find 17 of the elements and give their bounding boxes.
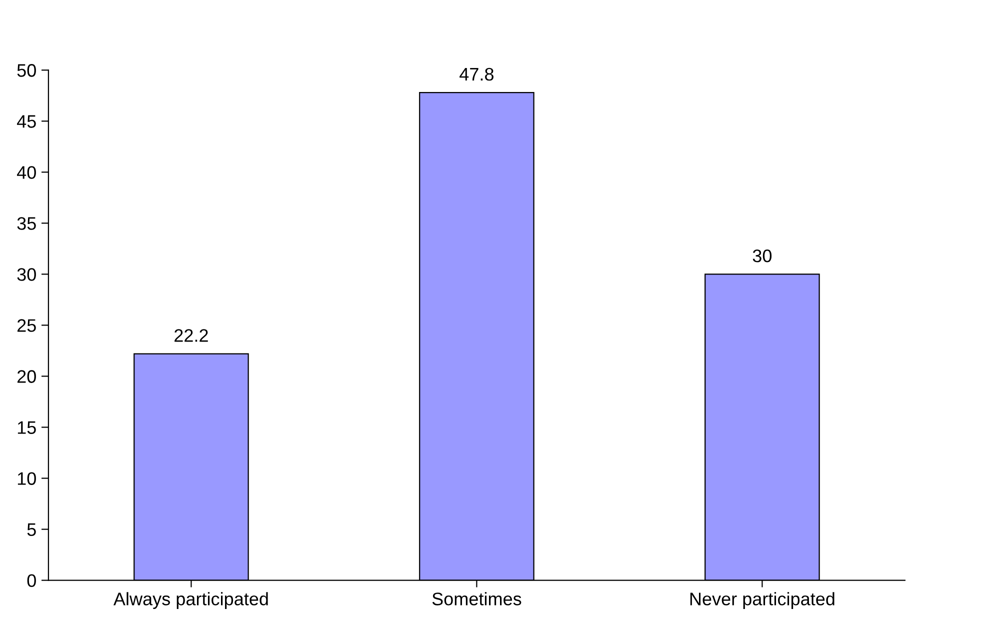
y-tick-label: 5 <box>27 523 36 536</box>
data-label: 47.8 <box>460 68 494 81</box>
y-tick-label: 30 <box>17 268 36 281</box>
y-tick-label: 0 <box>27 574 36 588</box>
y-tick-label: 35 <box>17 217 36 230</box>
x-tick-label: Sometimes <box>432 592 522 606</box>
y-tick-label: 45 <box>16 115 36 128</box>
data-label: 22.2 <box>174 329 208 342</box>
y-tick-label: 10 <box>18 472 36 485</box>
x-tick-label: Always participated <box>113 592 268 609</box>
y-tick-label: 50 <box>17 64 36 77</box>
y-tick-label: 40 <box>16 166 36 179</box>
y-tick-label: 15 <box>18 421 36 434</box>
y-tick-label: 25 <box>17 319 36 332</box>
data-label: 30 <box>752 250 772 262</box>
x-tick-label: Never participated <box>690 592 834 609</box>
y-tick-label: 20 <box>17 370 36 383</box>
